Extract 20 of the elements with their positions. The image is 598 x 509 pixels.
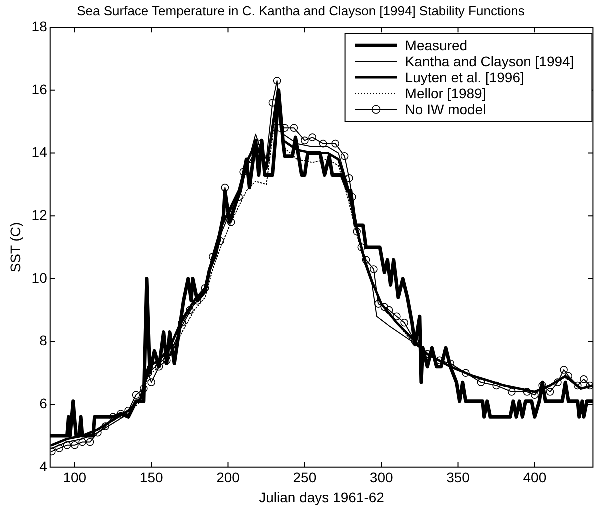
legend-label: Kantha and Clayson [1994] (405, 53, 574, 70)
y-tick-label: 18 (32, 18, 48, 34)
y-tick-label: 4 (40, 458, 48, 474)
x-tick-label: 250 (293, 470, 317, 486)
x-tick-label: 150 (140, 470, 164, 486)
y-tick-label: 10 (32, 270, 48, 286)
x-axis-title: Julian days 1961-62 (259, 489, 385, 506)
y-tick-label: 8 (40, 332, 48, 349)
legend-label: Measured (405, 37, 468, 54)
x-tick-label: 300 (370, 470, 394, 486)
y-tick-label: 12 (32, 206, 48, 223)
y-axis-title: SST (C) (7, 222, 24, 273)
y-tick-label: 16 (32, 81, 48, 98)
x-tick-label: 400 (523, 470, 547, 486)
y-tick-label: 14 (32, 144, 48, 160)
x-tick-label: 350 (446, 470, 470, 486)
chart-title: Sea Surface Temperature in C. Kantha and Clayson [1994] Stability Functions (77, 3, 526, 18)
x-tick-label: 200 (216, 470, 240, 486)
y-tick-label: 6 (40, 395, 48, 412)
x-tick-label: 100 (63, 470, 87, 486)
